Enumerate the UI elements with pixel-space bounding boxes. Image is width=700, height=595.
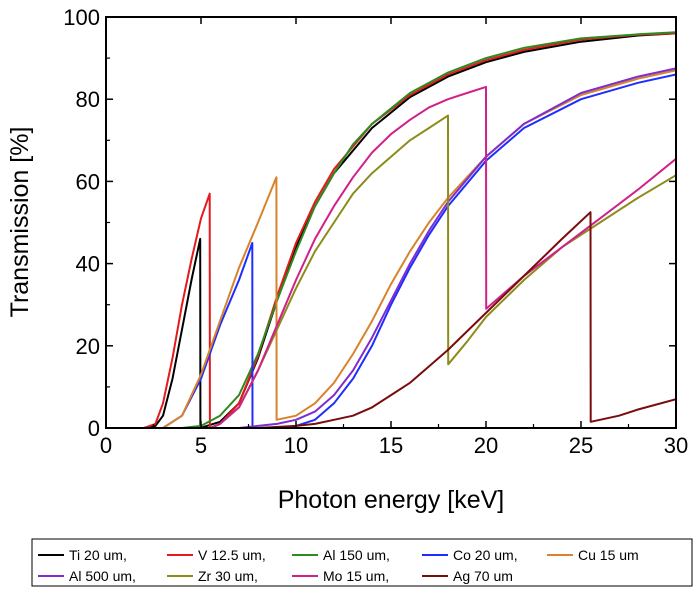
y-tick-label: 100 bbox=[63, 5, 100, 30]
legend: Ti 20 um, V 12.5 um, Al 150 um, Co 20 um, Cu… bbox=[38, 547, 639, 584]
series-line-4 bbox=[106, 73, 676, 428]
y-tick-label: 0 bbox=[88, 416, 100, 441]
legend-label-7: Zr 30 um, bbox=[198, 568, 258, 584]
series-line-9 bbox=[106, 211, 676, 428]
legend-label-1: Ti 20 um, bbox=[69, 547, 127, 563]
tick-labels: 0 5 10 15 20 25 30 0 20 40 60 80 100 bbox=[63, 5, 688, 458]
legend-label-8: Mo 15 um, bbox=[323, 568, 389, 584]
x-tick-label: 0 bbox=[100, 433, 112, 458]
tick-marks bbox=[105, 16, 677, 429]
legend-label-3: Al 150 um, bbox=[323, 547, 390, 563]
y-tick-label: 20 bbox=[76, 334, 100, 359]
series-line-3 bbox=[106, 31, 676, 428]
x-tick-label: 25 bbox=[569, 433, 593, 458]
y-tick-label: 40 bbox=[76, 252, 100, 277]
series-line-6 bbox=[106, 67, 676, 428]
legend-label-6: Al 500 um, bbox=[69, 568, 136, 584]
legend-label-2: V 12.5 um, bbox=[198, 547, 266, 563]
y-tick-label: 80 bbox=[76, 87, 100, 112]
y-tick-label: 60 bbox=[76, 169, 100, 194]
x-tick-label: 20 bbox=[474, 433, 498, 458]
x-tick-label: 10 bbox=[284, 433, 308, 458]
legend-label-9: Ag 70 um bbox=[453, 568, 513, 584]
legend-label-4: Co 20 um, bbox=[453, 547, 518, 563]
x-tick-label: 15 bbox=[379, 433, 403, 458]
series-layer bbox=[106, 31, 676, 428]
x-tick-label: 5 bbox=[195, 433, 207, 458]
y-axis-title: Transmission [%] bbox=[6, 127, 34, 318]
x-axis-title: Photon energy [keV] bbox=[278, 486, 505, 514]
legend-box bbox=[31, 538, 693, 587]
x-tick-label: 30 bbox=[664, 433, 688, 458]
legend-label-5: Cu 15 um bbox=[578, 547, 639, 563]
